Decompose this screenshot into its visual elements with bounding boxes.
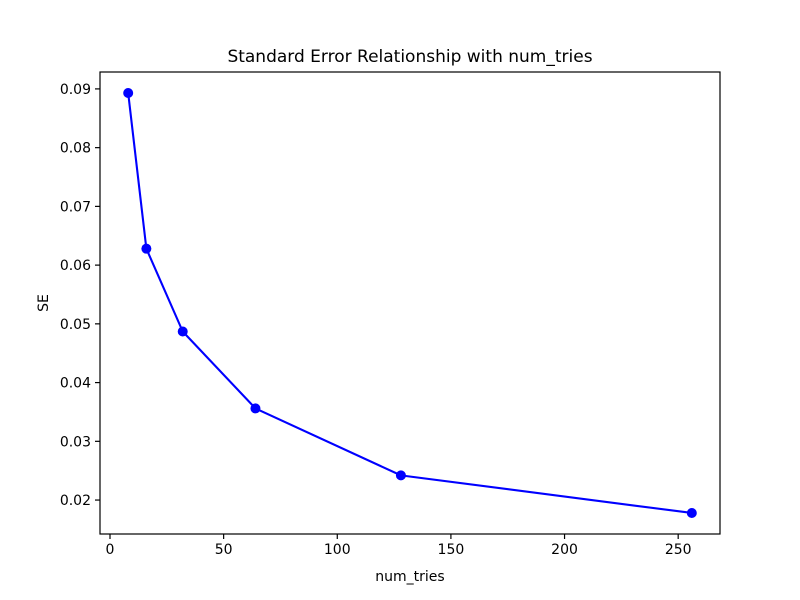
- data-point: [395, 470, 406, 481]
- y-tick-label: 0.05: [60, 317, 91, 333]
- y-tick-label: 0.07: [60, 199, 91, 215]
- chart-title: Standard Error Relationship with num_tri…: [227, 47, 592, 67]
- x-tick-label: 0: [106, 542, 115, 558]
- y-axis-label: SE: [36, 294, 52, 312]
- y-tick-label: 0.08: [60, 141, 91, 157]
- x-tick-label: 100: [324, 542, 351, 558]
- data-point: [250, 403, 261, 414]
- x-axis-label: num_tries: [375, 569, 444, 585]
- y-tick-label: 0.04: [60, 376, 91, 392]
- y-tick-label: 0.02: [60, 493, 91, 509]
- data-point: [177, 326, 188, 337]
- axes-spines: [99, 71, 721, 535]
- plot-area: 0 50 100 150 200 250 0.02 0.03 0.04 0.05 0.06 0.07 0…: [60, 71, 721, 558]
- data-point: [686, 507, 697, 518]
- data-point: [123, 88, 134, 99]
- x-tick-label: 50: [215, 542, 233, 558]
- data-line: [127, 92, 692, 515]
- x-tick-label: 200: [551, 542, 578, 558]
- y-tick-label: 0.06: [60, 258, 91, 274]
- x-tick-label: 250: [665, 542, 692, 558]
- y-tick-label: 0.03: [60, 434, 91, 450]
- y-tick-label: 0.09: [60, 82, 91, 98]
- x-tick-label: 150: [438, 542, 465, 558]
- data-point: [141, 243, 152, 254]
